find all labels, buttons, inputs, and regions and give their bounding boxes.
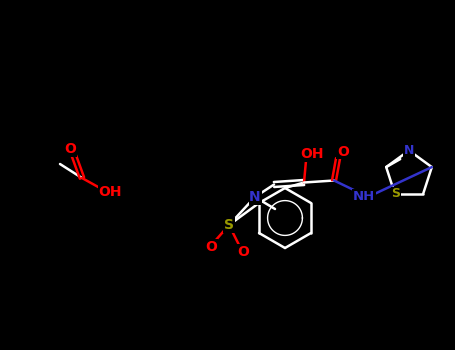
Text: NH: NH (353, 190, 375, 203)
Text: O: O (237, 245, 249, 259)
Text: OH: OH (300, 147, 324, 161)
Text: O: O (337, 145, 349, 159)
Text: O: O (64, 142, 76, 156)
Text: N: N (249, 190, 261, 204)
Text: OH: OH (98, 185, 122, 199)
Text: O: O (205, 240, 217, 254)
Text: S: S (224, 218, 234, 232)
Text: N: N (404, 144, 414, 157)
Text: S: S (391, 187, 400, 201)
